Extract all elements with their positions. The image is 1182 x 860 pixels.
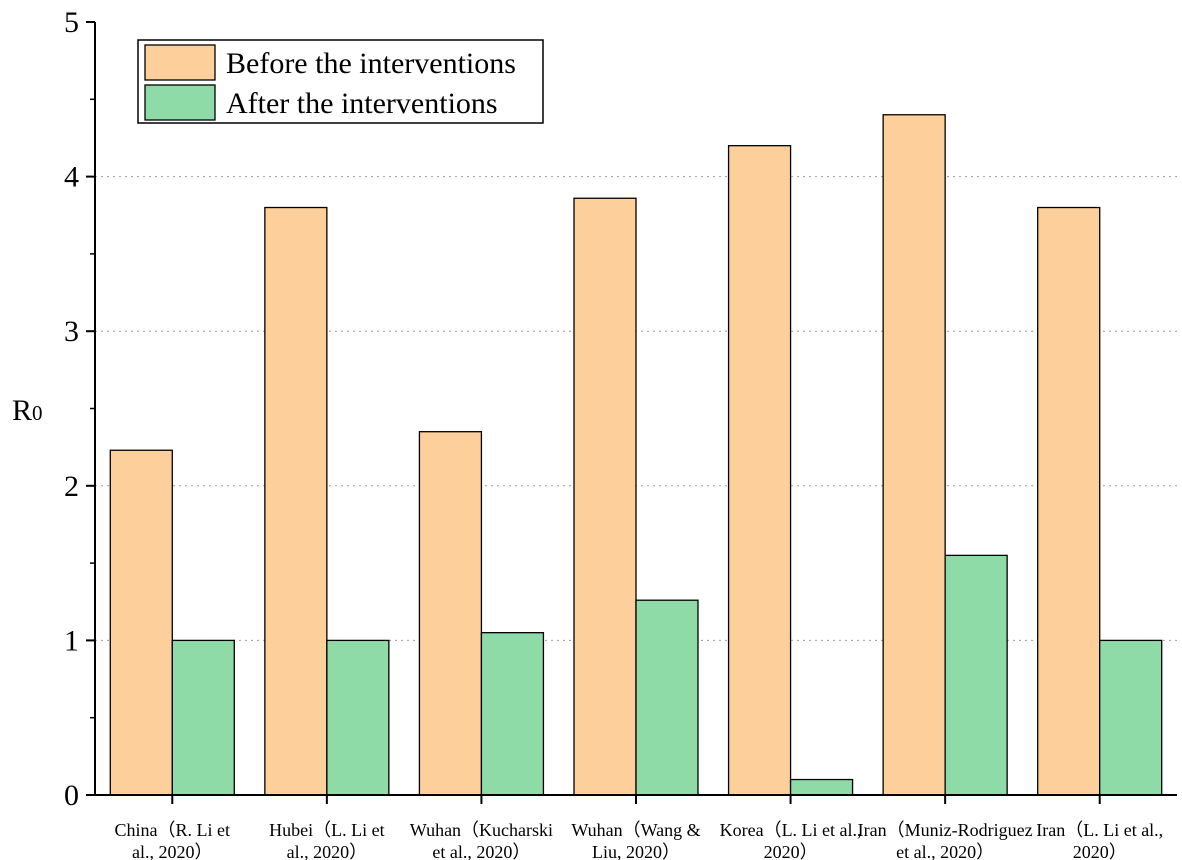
bar-series1-cat1	[326, 639, 390, 796]
bar-series0-cat4	[727, 145, 792, 796]
x-tick-label-line1-3: Wuhan（Wang &	[571, 820, 700, 840]
x-tick-label-line1-6: Iran（L. Li et al.,	[1036, 820, 1163, 840]
x-axis-ticks: China（R. Li et al., 2020） Hubei（L. Li et al…	[115, 795, 1163, 860]
x-tick-label-line1-0: China（R. Li et	[115, 820, 231, 840]
y-axis-label: R0	[12, 394, 43, 427]
bar-series1-cat0	[171, 639, 235, 796]
y-axis-label-main: R	[12, 394, 32, 427]
legend-label-1: After the interventions	[226, 87, 498, 120]
bar-series1-cat5	[944, 554, 1008, 796]
x-tick-label-line1-4: Korea（L. Li et al.,	[720, 820, 862, 840]
x-tick-label-line2-1: al., 2020）	[287, 842, 368, 860]
bar-series1-cat4	[789, 778, 854, 796]
bar-series0-cat6	[1037, 206, 1101, 796]
bar-series1-cat2	[480, 632, 545, 796]
x-tick-label-line2-0: al., 2020）	[132, 842, 213, 860]
y-tick-label-3: 3	[64, 315, 79, 348]
y-tick-label-0: 0	[64, 779, 79, 812]
bar-series1-cat3	[635, 599, 699, 796]
x-tick-label-line1-5: Iran（Muniz-Rodriguez	[858, 820, 1033, 840]
x-tick-label-line2-6: 2020）	[1073, 842, 1127, 860]
x-tick-label-line2-3: Liu, 2020）	[592, 842, 680, 860]
bar-series0-cat0	[109, 449, 173, 796]
legend-label-0: Before the interventions	[226, 47, 516, 80]
y-tick-label-4: 4	[64, 161, 79, 194]
legend-swatch-0	[144, 44, 216, 81]
y-axis-ticks: 0 1 2 3 4 5	[64, 6, 95, 812]
legend: Before the interventions After the interv…	[137, 39, 544, 124]
bar-series0-cat1	[264, 206, 328, 796]
bar-series0-cat3	[573, 197, 637, 796]
bars	[109, 114, 1163, 796]
y-axis-label-subscript: 0	[32, 401, 43, 425]
x-tick-label-line2-5: et al., 2020）	[896, 842, 994, 860]
bar-series1-cat6	[1099, 639, 1163, 796]
x-tick-label-line1-2: Wuhan（Kucharski	[410, 820, 553, 840]
x-tick-label-line2-4: 2020）	[764, 842, 818, 860]
bar-series0-cat2	[418, 431, 483, 796]
y-tick-label-2: 2	[64, 470, 79, 503]
y-tick-label-5: 5	[64, 6, 79, 39]
x-tick-label-line1-1: Hubei（L. Li et	[269, 820, 384, 840]
bar-series0-cat5	[882, 114, 946, 796]
x-tick-label-line2-2: et al., 2020）	[432, 842, 530, 860]
legend-swatch-1	[144, 84, 216, 121]
y-tick-label-1: 1	[64, 624, 79, 657]
